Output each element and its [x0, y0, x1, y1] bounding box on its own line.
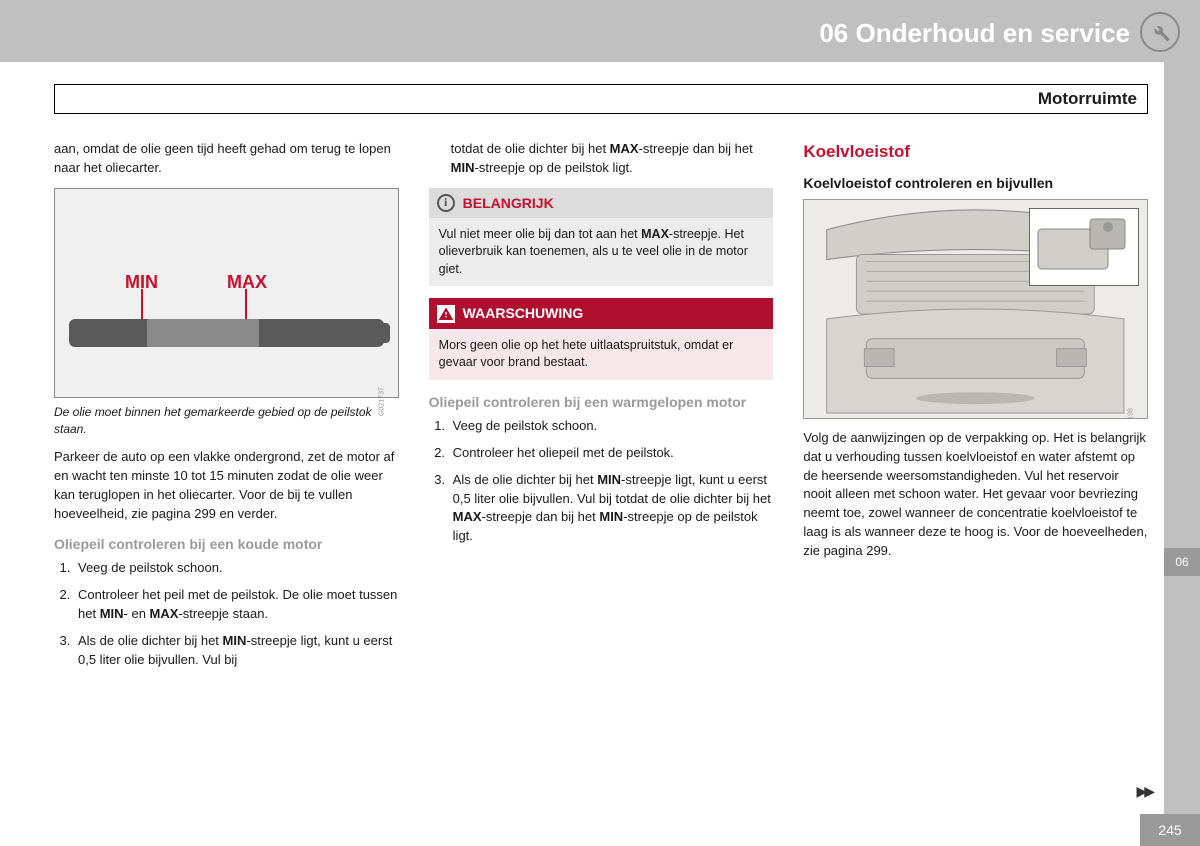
column-2: totdat de olie dichter bij het MAX-stree… [429, 140, 774, 677]
sidebar-right [1164, 62, 1200, 846]
important-body: Vul niet meer olie bij dan tot aan het M… [429, 218, 774, 287]
col2-continuation: totdat de olie dichter bij het MAX-stree… [429, 140, 774, 178]
dipstick-figure: MIN MAX G021737 [54, 188, 399, 398]
important-label: BELANGRIJK [463, 193, 554, 213]
col1-steps: Veeg de peilstok schoon. Controleer het … [54, 559, 399, 669]
wrench-icon [1140, 12, 1180, 52]
figure-code-2: G019198 [1127, 408, 1137, 419]
figure-code: G021737 [378, 387, 388, 416]
col1-subhead: Oliepeil controleren bij een koude motor [54, 534, 399, 554]
coolant-subheading: Koelvloeistof controleren en bijvullen [803, 173, 1148, 193]
warning-body: Mors geen olie op het hete uitlaatspruit… [429, 329, 774, 380]
col2-step-2: Controleer het oliepeil met de peilstok. [449, 444, 774, 463]
important-box: i BELANGRIJK Vul niet meer olie bij dan … [429, 188, 774, 287]
col2-step-3: Als de olie dichter bij het MIN-streepje… [449, 471, 774, 546]
warning-box: WAARSCHUWING Mors geen olie op het hete … [429, 298, 774, 379]
content-columns: aan, omdat de olie geen tijd heeft gehad… [54, 140, 1148, 677]
info-icon: i [437, 194, 455, 212]
column-3: Koelvloeistof Koelvloeistof controleren … [803, 140, 1148, 677]
col1-intro: aan, omdat de olie geen tijd heeft gehad… [54, 140, 399, 178]
col1-step-3: Als de olie dichter bij het MIN-streepje… [74, 632, 399, 670]
warning-icon [437, 305, 455, 323]
section-title: Motorruimte [54, 84, 1148, 114]
warning-label: WAARSCHUWING [463, 303, 584, 323]
column-1: aan, omdat de olie geen tijd heeft gehad… [54, 140, 399, 677]
col1-step-1: Veeg de peilstok schoon. [74, 559, 399, 578]
coolant-heading: Koelvloeistof [803, 140, 1148, 165]
col1-body: Parkeer de auto op een vlakke ondergrond… [54, 448, 399, 523]
col1-step-2: Controleer het peil met de peilstok. De … [74, 586, 399, 624]
dipstick-max-label: MAX [227, 269, 267, 295]
engine-inset [1029, 208, 1139, 286]
col2-step-1: Veeg de peilstok schoon. [449, 417, 774, 436]
warning-head: WAARSCHUWING [429, 298, 774, 328]
continue-icon: ▶▶ [1136, 783, 1152, 800]
dipstick-caption: De olie moet binnen het gemarkeerde gebi… [54, 404, 399, 439]
dipstick-body [69, 319, 384, 347]
chapter-tab: 06 [1164, 548, 1200, 576]
coolant-body: Volg de aanwijzingen op de verpakking op… [803, 429, 1148, 561]
important-head: i BELANGRIJK [429, 188, 774, 218]
page-number: 245 [1140, 814, 1200, 846]
col2-subhead: Oliepeil controleren bij een warmgelopen… [429, 392, 774, 412]
engine-figure: G019198 [803, 199, 1148, 419]
col2-steps: Veeg de peilstok schoon. Controleer het … [429, 417, 774, 546]
chapter-title: 06 Onderhoud en service [819, 18, 1130, 49]
